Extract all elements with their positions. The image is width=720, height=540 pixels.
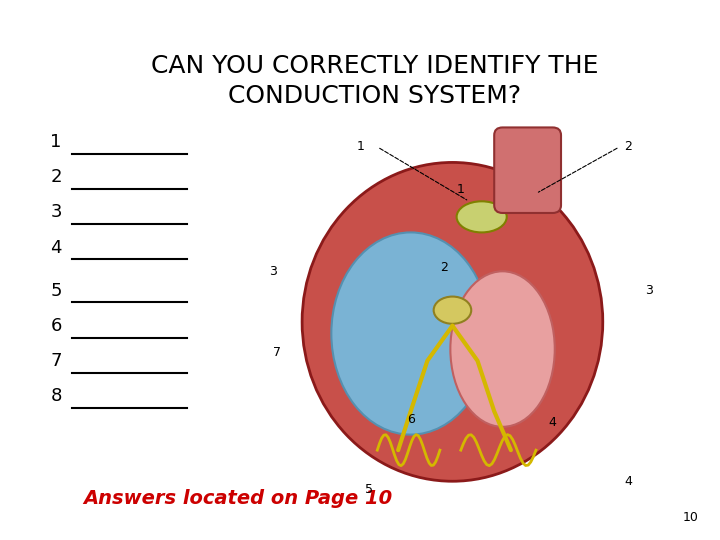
Text: Answers located on Page 10: Answers located on Page 10 bbox=[83, 489, 392, 508]
Text: 4: 4 bbox=[624, 475, 631, 488]
Ellipse shape bbox=[331, 232, 490, 435]
Text: 4: 4 bbox=[549, 416, 557, 429]
Ellipse shape bbox=[450, 271, 554, 427]
Text: 2: 2 bbox=[50, 168, 62, 186]
Text: 2: 2 bbox=[624, 140, 631, 153]
Ellipse shape bbox=[433, 296, 471, 324]
Text: 7: 7 bbox=[273, 347, 281, 360]
FancyBboxPatch shape bbox=[494, 127, 561, 213]
Text: 1: 1 bbox=[457, 183, 464, 196]
Text: 7: 7 bbox=[50, 352, 62, 370]
Text: 3: 3 bbox=[50, 204, 62, 221]
Text: 6: 6 bbox=[50, 317, 62, 335]
Text: CAN YOU CORRECTLY IDENTIFY THE
CONDUCTION SYSTEM?: CAN YOU CORRECTLY IDENTIFY THE CONDUCTIO… bbox=[150, 54, 598, 107]
Text: 5: 5 bbox=[50, 282, 62, 300]
Ellipse shape bbox=[456, 201, 507, 232]
Text: 5: 5 bbox=[365, 483, 373, 496]
Text: 1: 1 bbox=[50, 133, 62, 151]
Text: 10: 10 bbox=[683, 511, 698, 524]
Text: 2: 2 bbox=[440, 261, 448, 274]
Text: 4: 4 bbox=[50, 239, 62, 256]
Text: 6: 6 bbox=[407, 413, 415, 426]
Ellipse shape bbox=[302, 163, 603, 481]
Text: 1: 1 bbox=[356, 140, 364, 153]
Text: 8: 8 bbox=[50, 387, 62, 405]
Text: 3: 3 bbox=[269, 265, 276, 278]
Text: 3: 3 bbox=[645, 284, 652, 297]
